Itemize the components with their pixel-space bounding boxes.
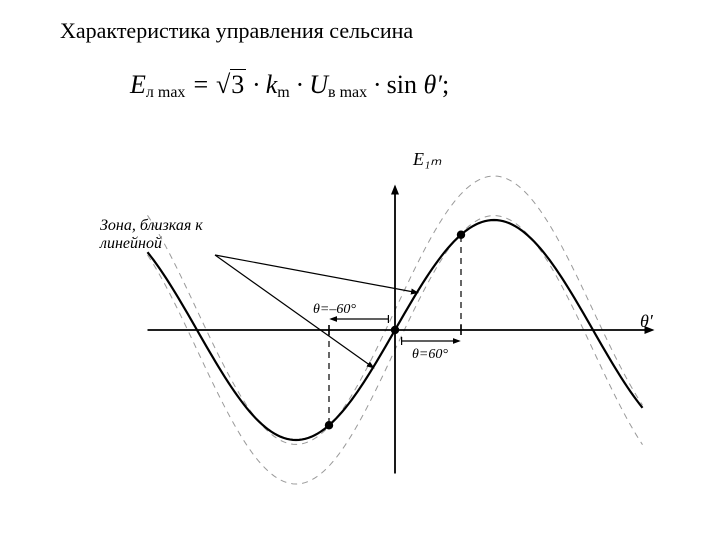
x-axis-label: θ′ (640, 311, 653, 332)
formula-theta: θ′ (423, 70, 441, 99)
linear-zone-annotation: Зона, близкая к линейной (100, 217, 203, 253)
page-title: Характеристика управления сельсина (60, 18, 413, 44)
formula-eq: = (192, 70, 216, 99)
theta-pos-60-label: θ=60° (412, 347, 448, 363)
control-characteristic-chart: Зона, близкая к линейной E₁ₘ θ′ θ=–60° θ… (100, 155, 660, 505)
formula-k: km (266, 70, 290, 99)
y-axis-label: E₁ₘ (413, 149, 441, 170)
theta-neg-60-label: θ=–60° (313, 302, 356, 318)
formula: Eл max = 3 · km · Uв max · sin θ′; (130, 70, 449, 102)
formula-sin: sin (387, 70, 424, 99)
formula-U: Uв max (309, 70, 367, 99)
sqrt-icon: 3 (216, 70, 246, 100)
formula-E: Eл max (130, 70, 185, 99)
chart-svg (100, 155, 660, 505)
